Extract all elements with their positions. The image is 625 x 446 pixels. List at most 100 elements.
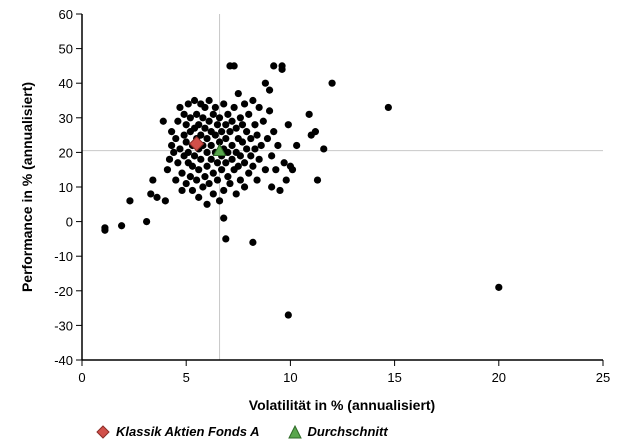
x-tick-label: 0 [78,370,85,385]
data-point [180,110,188,118]
data-point [188,186,197,195]
data-point [205,179,213,188]
x-tick-label: 25 [596,370,610,385]
data-point [288,166,297,174]
data-point [153,193,161,201]
data-point [207,141,215,150]
data-point [220,186,228,195]
data-point [143,218,151,226]
y-tick-label: 60 [59,7,73,22]
data-point [161,197,169,205]
highlight-point-durchschnitt [212,143,227,156]
data-point [313,176,322,184]
data-point [247,134,255,143]
data-point [174,159,182,167]
data-point [215,114,224,122]
data-point [172,176,180,184]
data-point [236,152,244,160]
y-tick-label: 40 [59,76,73,91]
green-triangle-icon [287,424,302,438]
data-point [270,128,278,136]
data-point [224,110,232,118]
data-point [249,96,257,105]
data-point [203,200,211,208]
data-point [249,162,257,170]
data-point [293,141,301,150]
data-point [232,124,240,132]
data-point [284,311,292,319]
data-point [251,121,259,129]
data-point [220,100,228,108]
data-point [238,138,247,146]
data-point [328,79,336,87]
data-point [213,121,222,129]
data-point [261,166,269,174]
data-point [265,86,274,94]
data-point [222,235,230,243]
data-point [253,176,261,184]
x-tick-label: 5 [183,370,190,385]
data-point [230,62,238,70]
data-point [188,162,197,170]
data-point [126,197,134,205]
data-point [213,176,222,184]
data-point [117,222,126,230]
data-point [276,186,284,195]
data-point [247,152,255,160]
data-point [261,79,269,87]
data-point [170,148,178,156]
data-point [182,121,190,129]
y-tick-label: -30 [54,318,73,333]
data-point [222,134,230,143]
data-point [184,148,192,156]
data-point [211,103,219,112]
x-axis-title: Volatilität in % (annualisiert) [249,397,435,413]
data-point [384,103,392,112]
data-point [240,183,249,191]
data-point [220,214,228,222]
data-point [203,134,211,143]
x-tick-label: 20 [492,370,506,385]
legend-label-klassik: Klassik Aktien Fonds A [116,424,260,439]
data-point [218,166,226,174]
data-point [228,155,236,163]
data-point [238,121,247,129]
data-point [278,62,286,70]
data-point [240,159,249,167]
data-point [203,162,211,170]
data-point [215,138,224,146]
legend-item-durchschnitt[interactable]: Durchschnitt [287,424,388,439]
data-point [178,169,186,177]
legend-label-durchschnitt: Durchschnitt [307,424,388,439]
data-point [228,117,236,125]
y-tick-label: -10 [54,249,73,264]
data-point [195,166,203,174]
data-point [199,183,207,191]
data-point [159,117,167,125]
data-point [270,62,278,70]
data-point [178,186,186,195]
data-point [184,100,192,108]
data-point [195,193,203,201]
data-point [195,121,203,129]
data-point [284,121,292,129]
data-point [165,155,174,163]
data-point [193,110,201,118]
data-point [251,145,259,153]
data-point [305,110,313,118]
data-point [268,183,276,191]
data-point [245,169,253,177]
data-point [172,134,180,143]
data-point [222,121,230,129]
data-point [199,114,207,122]
data-point [272,166,280,174]
data-point [201,173,209,181]
data-point [243,145,251,153]
data-point [224,173,232,181]
data-point [101,224,109,232]
data-point [209,110,217,118]
data-point [197,155,205,163]
legend-item-klassik[interactable]: Klassik Aktien Fonds A [96,424,260,439]
data-point [168,128,176,136]
data-point [236,176,244,184]
